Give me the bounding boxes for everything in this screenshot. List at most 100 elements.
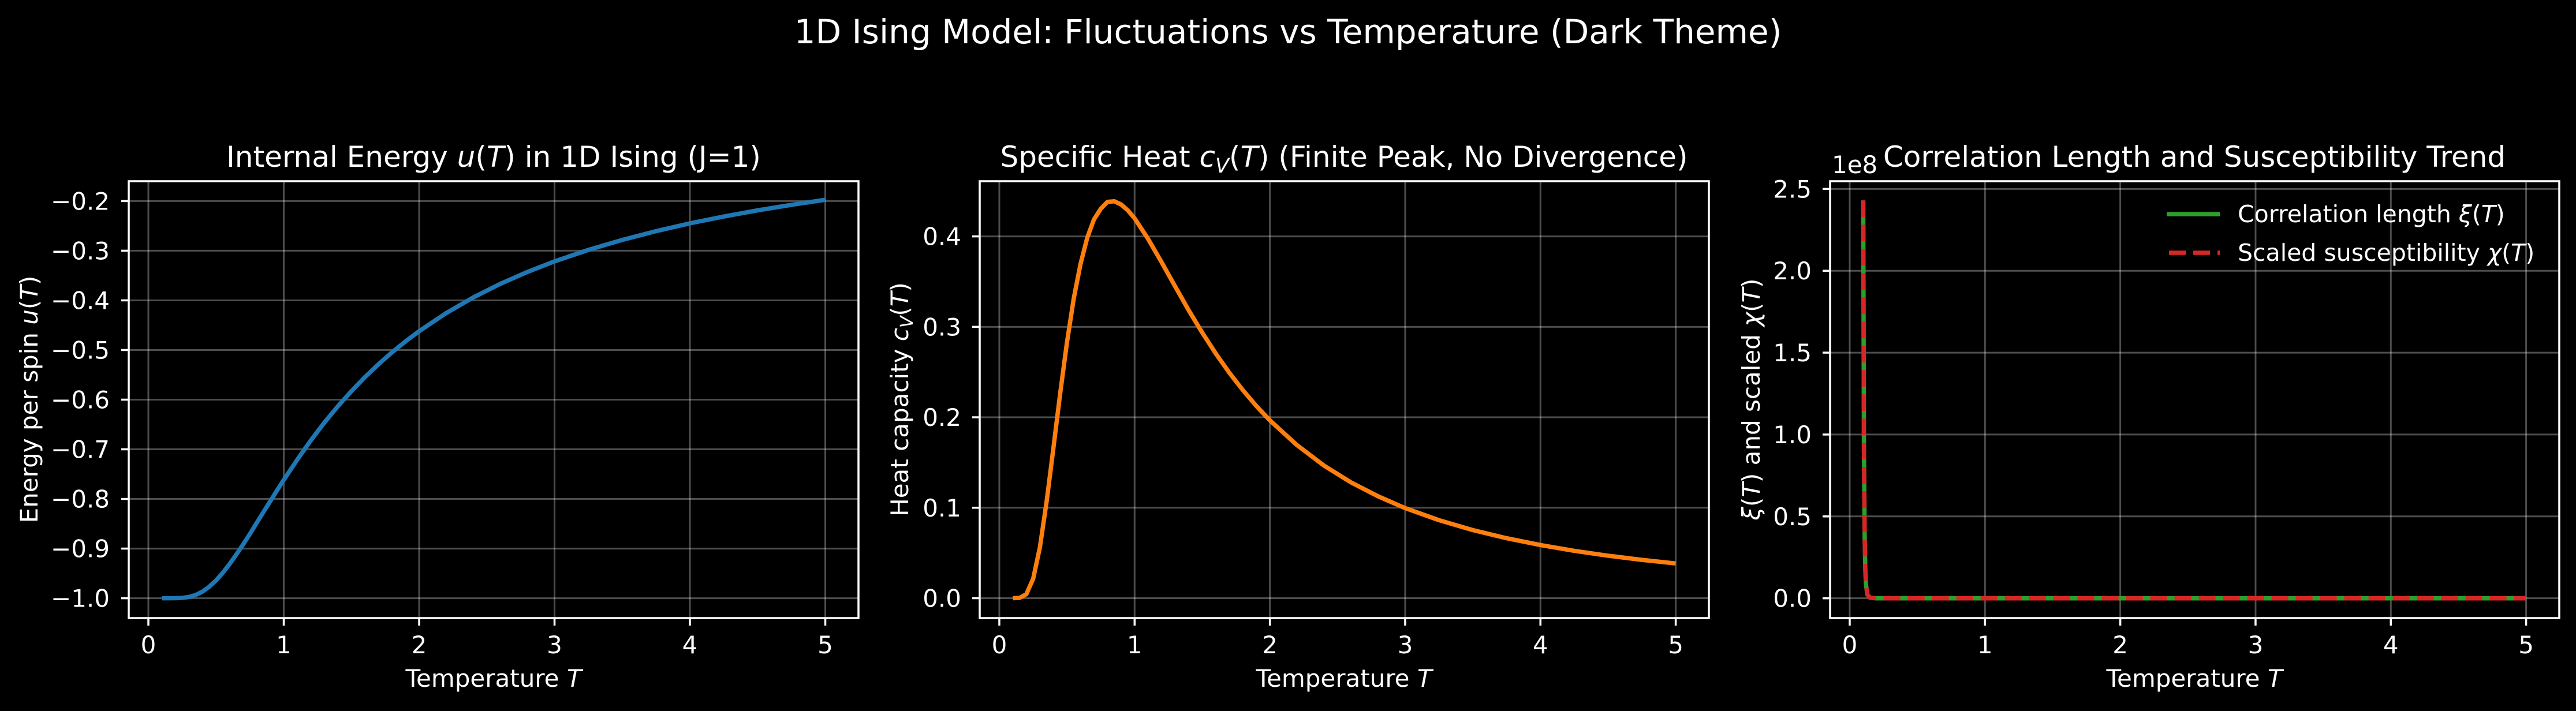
y-tick-label: −0.4: [51, 286, 110, 315]
x-tick-label: 2: [1262, 631, 1278, 659]
legend: Correlation length ξ(T) Scaled susceptib…: [2167, 200, 2534, 267]
x-tick-label: 4: [1533, 631, 1548, 659]
title-symbol: u: [457, 140, 476, 174]
x-axis-label-text: Temperature: [405, 664, 566, 693]
legend-label-variable: T: [2481, 200, 2497, 228]
y-axis-label-text: Heat capacity: [886, 341, 914, 517]
y-tick-label: −0.3: [51, 237, 110, 265]
y-axis-offset-text: 1e8: [1832, 151, 1877, 179]
legend-entry: Scaled susceptibility χ(T): [2169, 239, 2534, 267]
x-tick-label: 0: [141, 631, 156, 659]
x-tick-label: 5: [1668, 631, 1683, 659]
grid-lines: [129, 181, 858, 618]
legend-label-symbol: ξ: [2458, 200, 2473, 228]
figure-suptitle: 1D Ising Model: Fluctuations vs Temperat…: [794, 12, 1782, 51]
y-tick-label: 1.0: [1773, 421, 1812, 449]
title-subscript: V: [1215, 155, 1230, 178]
x-tick-label: 4: [682, 631, 698, 659]
x-axis-label: Temperature T: [1255, 664, 1433, 693]
axes-frame: [979, 180, 1710, 619]
y-tick-label: −0.8: [51, 485, 110, 514]
x-tick-label: 1: [1127, 631, 1143, 659]
y-axis-label-symbol: u: [15, 309, 43, 325]
panel-specific-heat: 0 1 2 3 4 50.00.10.20.30.4 Specific Heat cV(T…: [886, 140, 1710, 693]
y-axis-label: Energy per spin u(T): [15, 276, 43, 523]
y-tick-label: −0.9: [51, 535, 110, 563]
y-axis-label-paren-close: ): [15, 276, 43, 285]
series-layer: [162, 197, 826, 601]
y-tick-label: 0.2: [923, 403, 961, 432]
y-axis-label-variable: T: [1737, 481, 1765, 497]
title-variable: T: [487, 140, 506, 174]
axes-layer: 0 1 2 3 4 5 0.0 0.5 1.0 1.5 2.0 2.5: [1773, 175, 2560, 659]
legend-label-paren-close: ): [2525, 239, 2534, 267]
title-rest: ) (Finite Peak, No Divergence): [1258, 140, 1688, 174]
series-line-1: [1861, 200, 2526, 601]
x-tick-label: 4: [2383, 631, 2399, 659]
x-tick-label: 0: [992, 631, 1007, 659]
panel-correlation-susceptibility: 0 1 2 3 4 5 0.0 0.5 1.0 1.5 2.0 2.5 Correlation Len…: [1737, 140, 2560, 693]
series-line-0: [162, 197, 826, 601]
y-axis-label-symbol: c: [886, 328, 914, 341]
y-axis-label-variable: T: [15, 283, 43, 300]
x-tick-label: 5: [2518, 631, 2534, 659]
y-tick-label: −0.5: [51, 336, 110, 364]
x-tick-label: 2: [412, 631, 427, 659]
y-tick-label: 2.0: [1773, 257, 1812, 285]
y-axis-label: ξ(T) and scaled χ(T): [1737, 278, 1765, 521]
grid-lines: [980, 181, 1709, 618]
title-text: Specific Heat: [1000, 140, 1199, 174]
y-tick-label: −0.6: [51, 386, 110, 414]
y-tick-label: 0.5: [1773, 503, 1812, 531]
y-axis-label: Heat capacity cV(T): [886, 282, 917, 517]
title-paren: (: [475, 140, 487, 174]
x-tick-label: 1: [1977, 631, 1993, 659]
x-axis-label-text: Temperature: [1255, 664, 1417, 693]
y-axis-label-paren-open: (: [886, 306, 914, 316]
y-axis-label-text: Energy per spin: [15, 325, 43, 523]
series-layer: [1861, 200, 2526, 601]
y-axis-label-paren-open-2: (: [1737, 302, 1765, 312]
legend-label-text: Correlation length: [2238, 200, 2459, 228]
axes-layer: 0 1 2 3 4 5 −1.0 −0.9 −0.8 −0.7 −0.6 −0.5 −0.4 −0.3 −0…: [51, 180, 860, 659]
legend-label: Correlation length ξ(T): [2238, 200, 2505, 228]
y-tick-label: −1.0: [51, 585, 110, 613]
x-axis-label-text: Temperature: [2105, 664, 2267, 693]
x-axis-label: Temperature T: [405, 664, 583, 693]
series-line-0: [1013, 199, 1676, 601]
y-tick-label: −0.2: [51, 187, 110, 215]
y-tick-label: −0.7: [51, 436, 110, 464]
legend-entry: Correlation length ξ(T): [2167, 200, 2505, 228]
panel-internal-energy: 0 1 2 3 4 5 −1.0 −0.9 −0.8 −0.7 −0.6 −0.5 −0.4 −0.3 −0…: [15, 140, 860, 693]
legend-label-text: Scaled susceptibility: [2238, 239, 2488, 267]
axes-frame: [1829, 180, 2560, 619]
legend-label-variable: T: [2511, 239, 2527, 267]
x-tick-label: 0: [1842, 631, 1858, 659]
series-layer: [1013, 199, 1676, 601]
title-variable: T: [1240, 140, 1260, 174]
x-tick-label: 3: [2248, 631, 2264, 659]
y-tick-label: 1.5: [1773, 339, 1812, 367]
x-axis-label-variable: T: [567, 664, 584, 693]
legend-label-symbol: χ: [2487, 239, 2503, 267]
y-tick-label: 0.0: [1773, 585, 1812, 613]
y-axis-label-symbol-chi: χ: [1737, 311, 1765, 328]
legend-label-paren-open: (: [2472, 200, 2481, 228]
axes-title: Internal Energy u(T) in 1D Ising (J=1): [226, 140, 761, 174]
legend-label: Scaled susceptibility χ(T): [2238, 239, 2534, 267]
legend-label-paren-close: ): [2496, 200, 2505, 228]
grid-lines: [1830, 181, 2559, 618]
y-axis-label-middle: ) and scaled: [1737, 327, 1765, 482]
y-axis-label-variable: T: [886, 290, 914, 306]
y-axis-label-paren-close: ): [1737, 278, 1765, 287]
x-axis-label-variable: T: [1417, 664, 1434, 693]
axes-layer: 0 1 2 3 4 5 0.0 0.1 0.2 0.3 0.4: [923, 180, 1710, 659]
title-symbol: c: [1199, 140, 1215, 174]
x-axis-label-variable: T: [2268, 664, 2284, 693]
y-tick-label: 0.1: [923, 494, 961, 522]
y-tick-label: 0.3: [923, 313, 961, 341]
x-axis-label: Temperature T: [2105, 664, 2284, 693]
y-tick-label: 0.0: [923, 585, 961, 613]
